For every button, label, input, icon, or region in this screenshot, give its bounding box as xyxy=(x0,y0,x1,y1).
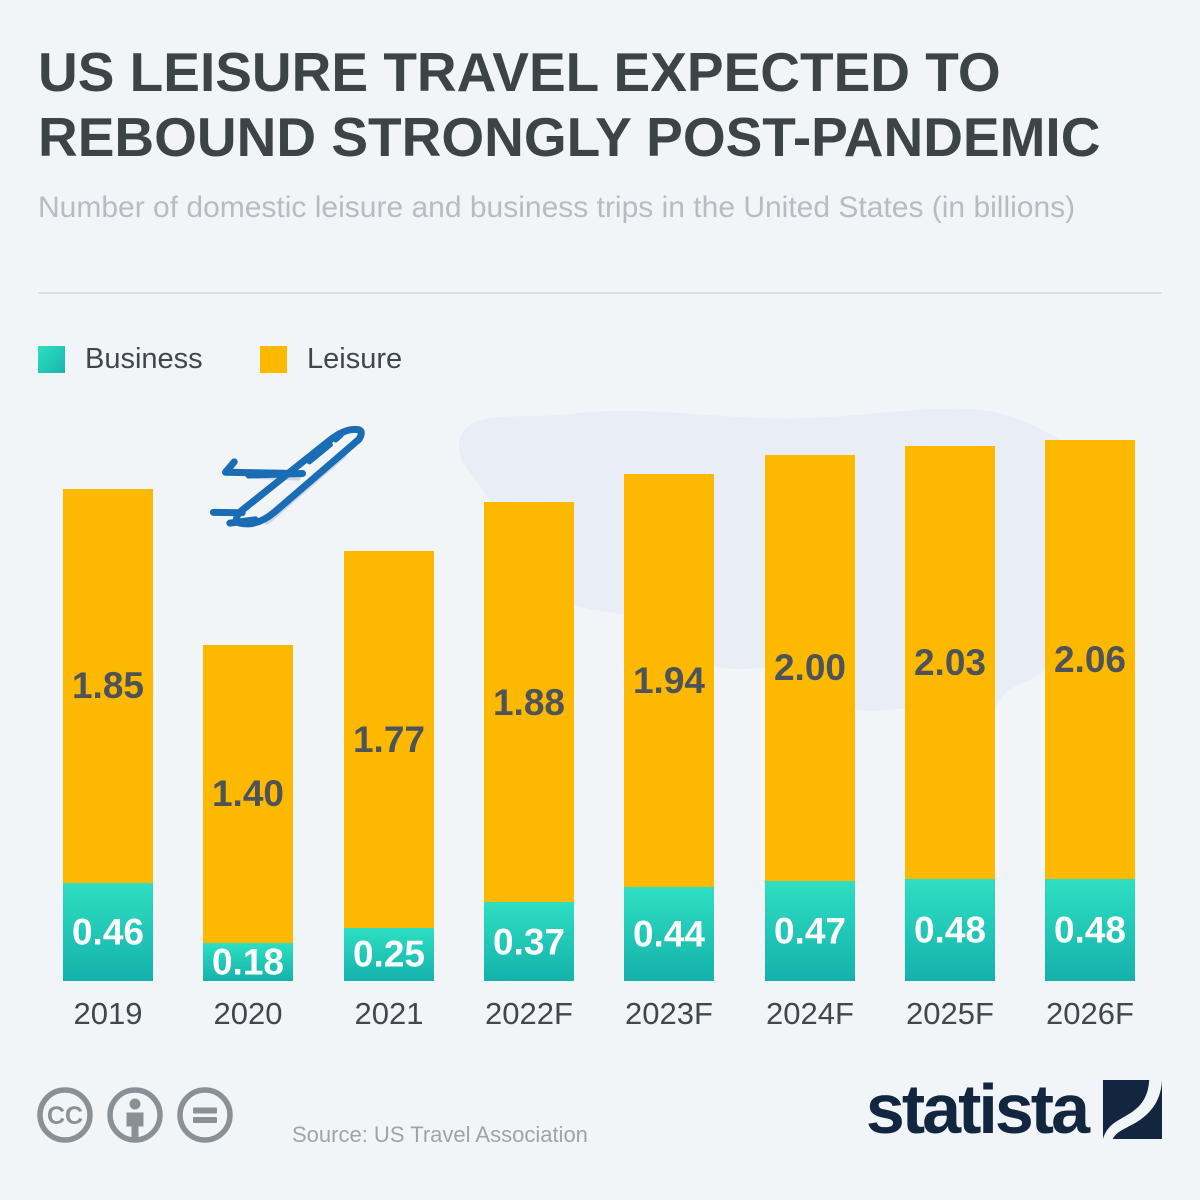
business-segment: 0.37 xyxy=(484,902,574,981)
svg-text:CC: CC xyxy=(47,1102,83,1130)
cc-icon: CC xyxy=(37,1087,93,1143)
bar-group-2025F: 2.03 0.48 xyxy=(905,446,995,981)
legend-item-leisure: Leisure xyxy=(260,343,402,376)
leisure-segment: 1.88 xyxy=(484,501,574,903)
leisure-segment: 2.00 xyxy=(765,454,855,881)
x-axis-label-2025F: 2025F xyxy=(906,996,994,1031)
business-value-label: 0.18 xyxy=(211,941,284,983)
cc-no-derivatives-icon xyxy=(177,1087,233,1143)
leisure-value-label: 1.40 xyxy=(211,773,284,815)
x-axis-label-2020: 2020 xyxy=(213,996,283,1031)
leisure-segment: 1.77 xyxy=(344,550,434,928)
business-value-label: 0.37 xyxy=(492,921,565,963)
leisure-value-label: 1.77 xyxy=(352,718,425,760)
leisure-value-label: 2.00 xyxy=(773,647,846,689)
cc-attribution-icon xyxy=(107,1087,163,1143)
x-axis-label-2024F: 2024F xyxy=(766,996,854,1031)
legend-label-business: Business xyxy=(85,343,203,375)
business-segment: 0.48 xyxy=(905,878,995,981)
x-axis-label-2019: 2019 xyxy=(73,996,143,1031)
leisure-segment: 2.06 xyxy=(1045,440,1135,879)
business-segment: 0.46 xyxy=(63,883,153,981)
header-divider xyxy=(38,292,1162,294)
x-axis-label-2023F: 2023F xyxy=(625,996,713,1031)
x-axis-label-2022F: 2022F xyxy=(485,996,573,1031)
page-title: US LEISURE TRAVEL EXPECTED TO REBOUND ST… xyxy=(38,41,1101,169)
statista-logo: statista xyxy=(865,1070,1162,1148)
x-axis-label-2021: 2021 xyxy=(354,996,424,1031)
leisure-value-label: 1.85 xyxy=(71,665,144,707)
business-segment: 0.25 xyxy=(344,927,434,981)
bar-group-2022F: 1.88 0.37 xyxy=(484,501,574,981)
business-segment: 0.44 xyxy=(624,887,714,981)
cc-license-icons: CC xyxy=(36,1086,246,1144)
page-subtitle: Number of domestic leisure and business … xyxy=(38,191,1076,224)
leisure-value-label: 1.88 xyxy=(492,681,565,723)
business-segment: 0.48 xyxy=(1045,878,1135,981)
leisure-value-label: 1.94 xyxy=(632,660,705,702)
bar-group-2020: 1.40 0.18 xyxy=(203,644,293,983)
leisure-value-label: 2.03 xyxy=(913,642,986,684)
business-value-label: 0.44 xyxy=(632,913,705,955)
x-axis-label-2026F: 2026F xyxy=(1046,996,1134,1031)
leisure-segment: 1.40 xyxy=(203,644,293,943)
business-value-label: 0.46 xyxy=(71,911,144,953)
leisure-segment: 1.94 xyxy=(624,474,714,888)
leisure-segment: 2.03 xyxy=(905,446,995,879)
source-text: Source: US Travel Association xyxy=(292,1122,588,1147)
legend-label-leisure: Leisure xyxy=(307,343,403,375)
business-swatch-icon xyxy=(38,346,65,373)
business-value-label: 0.48 xyxy=(913,909,986,951)
business-value-label: 0.48 xyxy=(1053,909,1126,951)
leisure-segment: 1.85 xyxy=(63,488,153,883)
leisure-value-label: 2.06 xyxy=(1053,638,1126,680)
business-value-label: 0.25 xyxy=(352,933,425,975)
bar-group-2026F: 2.06 0.48 xyxy=(1045,440,1135,981)
bar-group-2021: 1.77 0.25 xyxy=(344,550,434,981)
business-segment: 0.18 xyxy=(203,941,293,983)
business-segment: 0.47 xyxy=(765,880,855,981)
bar-group-2019: 1.85 0.46 xyxy=(63,488,153,981)
leisure-swatch-icon xyxy=(260,346,287,373)
bar-group-2024F: 2.00 0.47 xyxy=(765,454,855,981)
statista-logo-icon xyxy=(1103,1080,1162,1139)
statista-wordmark: statista xyxy=(865,1070,1090,1148)
bar-group-2023F: 1.94 0.44 xyxy=(624,474,714,981)
legend-item-business: Business xyxy=(38,343,203,376)
business-value-label: 0.47 xyxy=(773,910,846,952)
